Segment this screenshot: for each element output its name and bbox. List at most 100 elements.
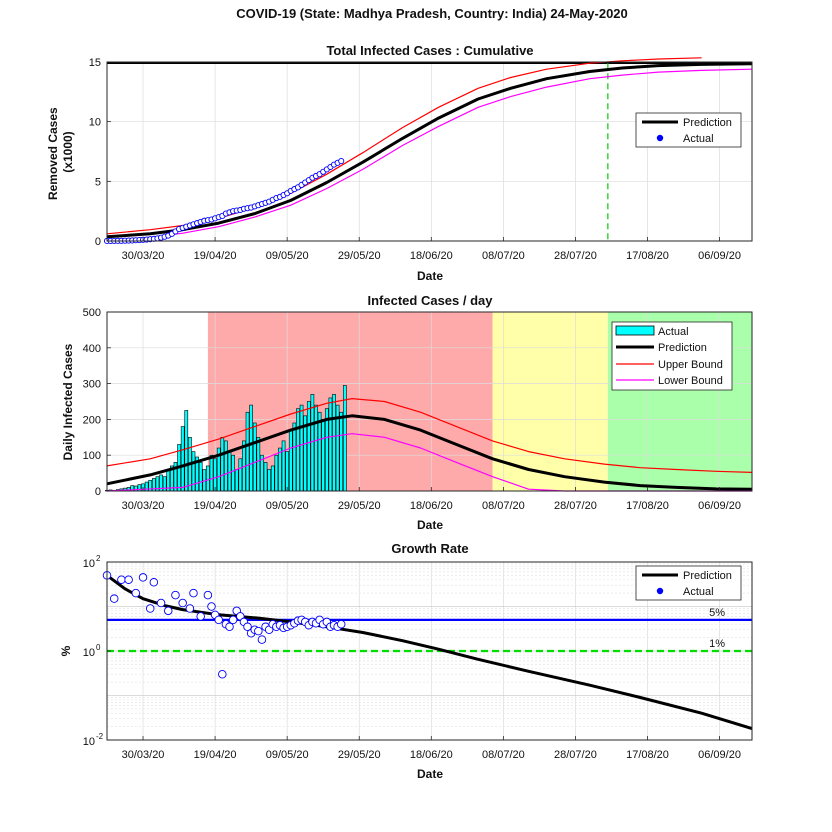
daily-y-tick-0: 0 [95, 486, 101, 498]
daily-bar-45 [267, 469, 271, 492]
daily-x-tick-2: 09/05/20 [266, 500, 309, 512]
daily-x-tick-5: 08/07/20 [482, 500, 525, 512]
growth-actual-point-29 [254, 626, 263, 636]
growth-actual-point-19 [218, 670, 227, 679]
daily-bar-58 [314, 404, 318, 492]
cumulative-legend: Prediction Actual [635, 112, 742, 148]
daily-legend: Actual Prediction Upper Bound Lower Boun… [611, 321, 733, 391]
cumulative-x-tick-0: 30/03/20 [122, 250, 165, 262]
daily-bar-26 [198, 462, 203, 492]
daily-bar-21 [180, 426, 185, 492]
cumulative-axes-box [106, 61, 753, 242]
daily-x-tick-3: 29/05/20 [338, 500, 381, 512]
daily-bar-52 [292, 422, 297, 492]
daily-y-tick-5: 500 [83, 307, 101, 319]
daily-upper-bound-line [106, 398, 753, 473]
cumulative-x-tick-2: 09/05/20 [266, 250, 309, 262]
daily-chart-title: Infected Cases / day [368, 293, 494, 308]
cumulative-y-tick-1: 5 [95, 176, 101, 188]
daily-x-ticks: 30/03/20 19/04/20 09/05/20 29/05/20 18/06/20… [122, 487, 741, 512]
daily-bar-33 [224, 440, 228, 492]
daily-bar-60 [321, 419, 326, 492]
daily-bar-53 [296, 408, 300, 492]
growth-legend-actual-swatch [656, 587, 664, 595]
daily-bar-37 [238, 458, 243, 492]
daily-legend-lower-label: Lower Bound [658, 375, 723, 387]
cumulative-chart: Total Infected Cases : Cumulative 30/03/… [46, 43, 753, 283]
daily-bar-62 [328, 397, 333, 492]
cumulative-y-tick-2: 10 [89, 117, 101, 129]
daily-bar-29 [209, 454, 214, 492]
daily-chart: Infected Cases / day 30/03/20 19/04/20 09/… [61, 293, 753, 532]
growth-y-tick-exp-0: -2 [96, 732, 104, 741]
daily-bar-47 [274, 454, 279, 492]
daily-bar-51 [288, 429, 293, 492]
cumulative-y-ticks: 0 5 10 15 [89, 57, 111, 248]
daily-bar-22 [184, 410, 189, 492]
growth-actual-point-4 [131, 588, 141, 598]
growth-x-tick-4: 18/06/20 [410, 749, 453, 761]
growth-actual-point-8 [156, 598, 166, 608]
daily-y-label: Daily Infected Cases [61, 343, 75, 460]
growth-actual-point-6 [145, 604, 155, 613]
daily-bar-28 [206, 465, 210, 492]
daily-legend-actual-swatch [615, 325, 655, 336]
daily-lower-bound-line [106, 433, 752, 492]
growth-legend-box [635, 565, 742, 601]
daily-y-tick-1: 100 [83, 450, 101, 462]
growth-actual-point-5 [138, 573, 148, 582]
growth-x-tick-7: 17/08/20 [626, 749, 669, 761]
daily-bar-63 [332, 394, 336, 492]
growth-actual-point-16 [207, 602, 216, 611]
cumulative-x-label: Date [417, 269, 443, 283]
growth-actual-point-11 [178, 598, 187, 608]
growth-actual-markers [102, 571, 346, 679]
daily-bar-57 [310, 394, 315, 492]
cumulative-actual-point-65 [338, 157, 345, 165]
cumulative-plot-area [107, 62, 752, 241]
figure-title: COVID-19 (State: Madhya Pradesh, Country… [236, 6, 628, 21]
daily-bar-54 [299, 404, 304, 492]
daily-x-label: Date [417, 518, 443, 532]
growth-y-tick-exp-2: 2 [96, 554, 101, 563]
growth-actual-point-2 [117, 575, 126, 584]
daily-x-tick-7: 17/08/20 [626, 500, 669, 512]
growth-x-tick-0: 30/03/20 [122, 749, 165, 761]
daily-bar-32 [220, 436, 225, 492]
daily-bar-56 [306, 401, 311, 492]
growth-x-tick-5: 08/07/20 [482, 749, 525, 761]
daily-x-tick-6: 28/07/20 [554, 500, 597, 512]
growth-actual-point-10 [171, 590, 180, 600]
growth-actual-point-1 [109, 594, 119, 603]
daily-y-ticks: 0 100 200 300 400 500 [83, 307, 111, 498]
growth-actual-point-26 [243, 622, 252, 632]
cumulative-chart-title: Total Infected Cases : Cumulative [326, 43, 533, 58]
growth-actual-point-15 [203, 590, 213, 600]
growth-y-tick-exp-1: 0 [96, 643, 101, 652]
daily-bar-40 [249, 404, 253, 492]
growth-actual-point-9 [164, 606, 173, 616]
daily-zone-1 [492, 312, 608, 491]
cumulative-legend-prediction-label: Prediction [683, 117, 732, 129]
cumulative-x-ticks: 30/03/20 19/04/20 09/05/20 29/05/20 18/06/20… [122, 237, 741, 262]
cumulative-y-label-line-1: Removed Cases [46, 107, 60, 200]
growth-legend-actual-label: Actual [683, 586, 714, 598]
growth-threshold-label-1: 1% [709, 638, 725, 650]
growth-actual-point-21 [225, 622, 234, 632]
daily-bar-66 [342, 385, 347, 492]
growth-legend: Prediction Actual [635, 565, 742, 601]
cumulative-legend-actual-swatch [656, 134, 664, 142]
cumulative-x-tick-3: 29/05/20 [338, 250, 381, 262]
cumulative-x-tick-7: 17/08/20 [626, 250, 669, 262]
daily-y-tick-4: 400 [83, 343, 101, 355]
growth-x-tick-6: 28/07/20 [554, 749, 597, 761]
daily-x-tick-8: 06/09/20 [698, 500, 741, 512]
daily-series [106, 398, 753, 492]
growth-y-tick-0: 10 [83, 736, 95, 748]
growth-actual-point-18 [214, 615, 223, 625]
daily-bar-36 [234, 469, 239, 492]
growth-chart-title: Growth Rate [391, 541, 468, 556]
daily-bar-65 [339, 411, 344, 492]
growth-y-tick-1: 10 [83, 647, 95, 659]
